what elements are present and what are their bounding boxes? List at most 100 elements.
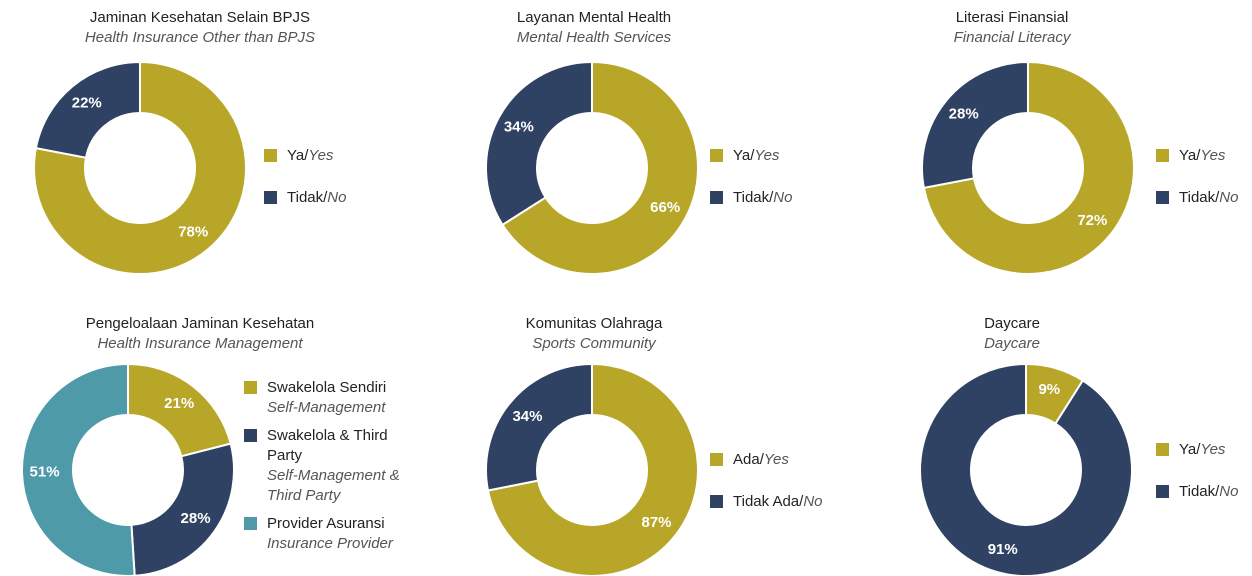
legend-swatch	[710, 495, 723, 508]
chart-subtitle: Mental Health Services	[517, 29, 672, 46]
chart-subtitle: Health Insurance Other than BPJS	[85, 29, 315, 46]
legend-label: Swakelola Sendiri	[267, 379, 387, 396]
legend-text: Tidak/No	[1179, 188, 1238, 208]
data-label: 22%	[72, 95, 102, 112]
legend-text: Ada/Yes	[733, 450, 789, 470]
legend-swatch	[1156, 191, 1169, 204]
legend-text: Tidak/No	[733, 188, 792, 208]
data-label: 28%	[949, 106, 979, 123]
donut-slice	[922, 60, 1135, 275]
legend-item: Tidak Ada/No	[710, 492, 823, 512]
legend-translation: Yes	[1200, 147, 1226, 164]
legend-text: Ya/Yes	[287, 146, 333, 166]
legend-item: Tidak/No	[264, 188, 346, 208]
legend-label: Ya/	[287, 147, 309, 164]
legend-text: Ya/Yes	[1179, 440, 1225, 460]
legend-translation: Yes	[1200, 441, 1226, 458]
donut-slice	[486, 362, 699, 576]
legend-item: Ya/Yes	[710, 146, 792, 166]
data-label: 34%	[504, 119, 534, 136]
donut-slice	[34, 60, 141, 159]
legend-text: Ya/Yes	[1179, 146, 1225, 166]
donut-slice	[485, 362, 593, 492]
legend-swatch	[710, 191, 723, 204]
donut-slice	[501, 60, 699, 275]
chart-subtitle: Sports Community	[532, 335, 657, 352]
legend-label: Tidak/	[1179, 189, 1220, 206]
legend-swatch	[710, 149, 723, 162]
legend-swatch	[710, 453, 723, 466]
legend-text: Swakelola Sendiri Self-Management	[267, 378, 386, 418]
data-label: 78%	[178, 223, 208, 240]
donut-slice	[921, 60, 1029, 190]
data-label: 87%	[641, 514, 671, 531]
legend-label: Swakelola & Third Party	[267, 427, 388, 464]
legend-text: Swakelola & Third Party Self-Management &…	[267, 426, 414, 506]
legend-translation: No	[1219, 189, 1239, 206]
legend-translation: Yes	[763, 451, 789, 468]
legend-swatch	[244, 517, 257, 530]
legend-item: Provider Asuransi Insurance Provider	[244, 514, 414, 554]
data-label: 34%	[512, 408, 542, 425]
legend-label: Ya/	[733, 147, 755, 164]
legend-swatch	[1156, 149, 1169, 162]
data-label: 51%	[30, 464, 60, 481]
legend-translation: No	[773, 189, 793, 206]
legend-translation: No	[1219, 483, 1239, 500]
chart-title: Komunitas Olahraga	[526, 315, 663, 332]
donut-slice	[127, 362, 232, 458]
legend-label: Ya/	[1179, 441, 1201, 458]
donut-slice	[485, 60, 593, 227]
legend: Ya/Yes Tidak/No	[710, 146, 792, 230]
legend-text: Tidak/No	[287, 188, 346, 208]
data-label: 66%	[650, 199, 680, 216]
legend-text: Tidak/No	[1179, 482, 1238, 502]
legend: Swakelola Sendiri Self-Management Swakelol…	[244, 378, 414, 562]
legend-swatch	[264, 191, 277, 204]
chart-subtitle: Financial Literacy	[954, 29, 1072, 46]
data-label: 91%	[988, 541, 1018, 558]
legend-swatch	[1156, 443, 1169, 456]
legend: Ada/Yes Tidak Ada/No	[710, 450, 823, 534]
legend-label: Tidak/	[733, 189, 774, 206]
legend-translation: Self-Management	[267, 399, 386, 416]
legend-label: Ya/	[1179, 147, 1201, 164]
data-label: 21%	[164, 395, 194, 412]
donut-slice	[21, 362, 136, 576]
chart-title: Daycare	[984, 315, 1040, 332]
legend-item: Ya/Yes	[264, 146, 346, 166]
legend-item: Swakelola Sendiri Self-Management	[244, 378, 414, 418]
legend-translation: Yes	[308, 147, 334, 164]
chart-title: Layanan Mental Health	[517, 9, 671, 26]
legend-label: Provider Asuransi	[267, 515, 385, 532]
legend-label: Tidak Ada/	[733, 493, 804, 510]
legend-item: Ya/Yes	[1156, 146, 1238, 166]
legend-label: Ada/	[733, 451, 764, 468]
legend-swatch	[244, 381, 257, 394]
legend-item: Tidak/No	[1156, 188, 1238, 208]
legend-item: Ya/Yes	[1156, 440, 1238, 460]
legend-translation: Insurance Provider	[267, 535, 393, 552]
legend-swatch	[244, 429, 257, 442]
legend: Ya/Yes Tidak/No	[1156, 440, 1238, 524]
legend: Ya/Yes Tidak/No	[264, 146, 346, 230]
legend-translation: Self-Management & Third Party	[267, 467, 400, 504]
legend-item: Swakelola & Third Party Self-Management &…	[244, 426, 414, 506]
chart-title: Jaminan Kesehatan Selain BPJS	[90, 9, 310, 26]
legend-label: Tidak/	[287, 189, 328, 206]
legend-text: Ya/Yes	[733, 146, 779, 166]
chart-subtitle: Daycare	[984, 335, 1040, 352]
chart-title: Pengeloalaan Jaminan Kesehatan	[86, 315, 315, 332]
data-label: 72%	[1077, 212, 1107, 229]
legend-text: Tidak Ada/No	[733, 492, 823, 512]
legend-translation: Yes	[754, 147, 780, 164]
chart-title: Literasi Finansial	[956, 9, 1069, 26]
legend-item: Ada/Yes	[710, 450, 823, 470]
legend-label: Tidak/	[1179, 483, 1220, 500]
donut-slice	[33, 60, 247, 275]
legend-translation: No	[327, 189, 347, 206]
legend-swatch	[1156, 485, 1169, 498]
legend-translation: No	[803, 493, 823, 510]
